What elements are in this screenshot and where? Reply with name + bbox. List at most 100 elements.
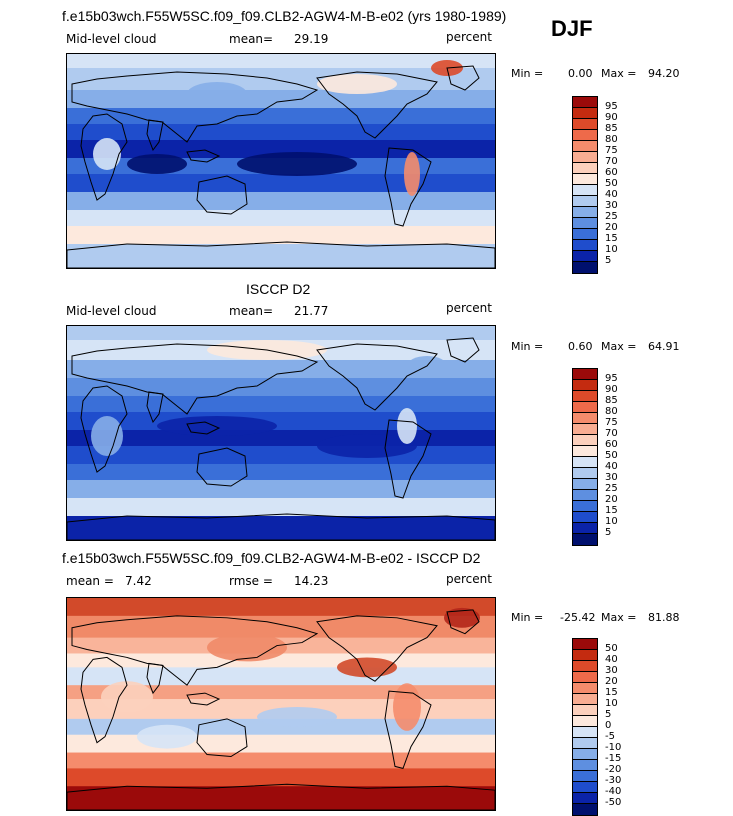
colorbar-swatch	[573, 163, 597, 174]
panel1-mean-value: 29.19	[294, 32, 329, 46]
panel2-title: ISCCP D2	[246, 281, 311, 297]
colorbar-tick-label: 10	[605, 698, 618, 709]
colorbar-swatch	[573, 435, 597, 446]
colorbar-swatch	[573, 229, 597, 240]
colorbar-swatch	[573, 369, 597, 380]
colorbar-tick-label: 15	[605, 505, 618, 516]
colorbar-tick-label: 5	[605, 709, 612, 720]
colorbar-swatch	[573, 468, 597, 479]
panel2-max-label: Max =	[601, 340, 637, 353]
panel1-units: percent	[446, 30, 492, 44]
colorbar-swatch	[573, 391, 597, 402]
colorbar-swatch	[573, 141, 597, 152]
colorbar-tick-label: 5	[605, 527, 612, 538]
colorbar-tick-label: 60	[605, 439, 618, 450]
panel1-max-label: Max =	[601, 67, 637, 80]
panel3-mean-label: mean =	[66, 574, 114, 588]
colorbar-tick-label: 25	[605, 211, 618, 222]
colorbar-swatch	[573, 639, 597, 650]
colorbar-swatch	[573, 523, 597, 534]
colorbar-tick-label: 40	[605, 654, 618, 665]
panel3-mean-value: 7.42	[125, 574, 152, 588]
colorbar-swatch	[573, 727, 597, 738]
colorbar-swatch	[573, 251, 597, 262]
colorbar-tick-label: 20	[605, 676, 618, 687]
colorbar-tick-label: 70	[605, 156, 618, 167]
colorbar-tick-label: 0	[605, 720, 612, 731]
panel2-mean-label: mean=	[229, 304, 274, 318]
panel2-min-value: 0.60	[568, 340, 593, 353]
panel2-mean-value: 21.77	[294, 304, 329, 318]
colorbar-tick-label: 25	[605, 483, 618, 494]
panel3-rmse-value: 14.23	[294, 574, 329, 588]
colorbar-swatch	[573, 457, 597, 468]
colorbar-tick-label: 75	[605, 145, 618, 156]
colorbar-tick-label: 20	[605, 494, 618, 505]
colorbar-tick-label: -30	[605, 775, 622, 786]
colorbar-tick-label: 50	[605, 450, 618, 461]
colorbar-swatch	[573, 240, 597, 251]
panel3-rmse-label: rmse =	[229, 574, 273, 588]
colorbar-tick-label: -40	[605, 786, 622, 797]
colorbar-swatch	[573, 716, 597, 727]
colorbar-tick-label: 50	[605, 643, 618, 654]
panel1-map	[66, 53, 496, 269]
colorbar-swatch	[573, 782, 597, 793]
colorbar-tick-label: 80	[605, 406, 618, 417]
colorbar-swatch	[573, 185, 597, 196]
colorbar-swatches	[572, 638, 598, 816]
panel3-max-value: 81.88	[648, 611, 680, 624]
colorbar-swatch	[573, 152, 597, 163]
panel2-units: percent	[446, 301, 492, 315]
colorbar-swatches	[572, 96, 598, 274]
colorbar-tick-label: 90	[605, 384, 618, 395]
colorbar-tick-label: -50	[605, 797, 622, 808]
panel1-max-value: 94.20	[648, 67, 680, 80]
colorbar-swatch	[573, 479, 597, 490]
colorbar-tick-label: 30	[605, 665, 618, 676]
colorbar-tick-label: 10	[605, 244, 618, 255]
colorbar-swatch	[573, 512, 597, 523]
colorbar-tick-label: 90	[605, 112, 618, 123]
colorbar-swatch	[573, 207, 597, 218]
colorbar-swatch	[573, 793, 597, 804]
colorbar-swatch	[573, 196, 597, 207]
colorbar-swatch	[573, 490, 597, 501]
colorbar-swatch	[573, 661, 597, 672]
colorbar-swatch	[573, 501, 597, 512]
colorbar-swatch	[573, 534, 597, 545]
panel2-map	[66, 325, 496, 541]
colorbar-tick-label: 80	[605, 134, 618, 145]
colorbar-swatch	[573, 424, 597, 435]
panel3-map	[66, 597, 496, 811]
colorbar-tick-label: -5	[605, 731, 615, 742]
panel3-max-label: Max =	[601, 611, 637, 624]
colorbar-swatch	[573, 804, 597, 815]
season-label: DJF	[551, 16, 593, 41]
colorbar-tick-label: 95	[605, 373, 618, 384]
panel1-min-label: Min =	[511, 67, 544, 80]
colorbar-swatch	[573, 130, 597, 141]
colorbar-swatch	[573, 771, 597, 782]
colorbar-swatch	[573, 108, 597, 119]
panel1-min-value: 0.00	[568, 67, 593, 80]
colorbar-tick-label: 20	[605, 222, 618, 233]
panel2-variable-label: Mid-level cloud	[66, 304, 157, 318]
colorbar-swatch	[573, 672, 597, 683]
colorbar-swatch	[573, 380, 597, 391]
colorbar-tick-label: 70	[605, 428, 618, 439]
colorbar-swatch	[573, 119, 597, 130]
colorbar-tick-label: -15	[605, 753, 622, 764]
colorbar-tick-label: 50	[605, 178, 618, 189]
panel3-min-value: -25.42	[560, 611, 596, 624]
colorbar-swatch	[573, 760, 597, 771]
colorbar-tick-label: 5	[605, 255, 612, 266]
panel2-max-value: 64.91	[648, 340, 680, 353]
panel3-min-label: Min =	[511, 611, 544, 624]
colorbar-tick-label: 95	[605, 101, 618, 112]
colorbar-swatch	[573, 446, 597, 457]
colorbar-swatch	[573, 749, 597, 760]
colorbar-tick-label: 40	[605, 189, 618, 200]
panel1-title: f.e15b03wch.F55W5SC.f09_f09.CLB2-AGW4-M-…	[62, 8, 507, 24]
colorbar-tick-label: 85	[605, 395, 618, 406]
